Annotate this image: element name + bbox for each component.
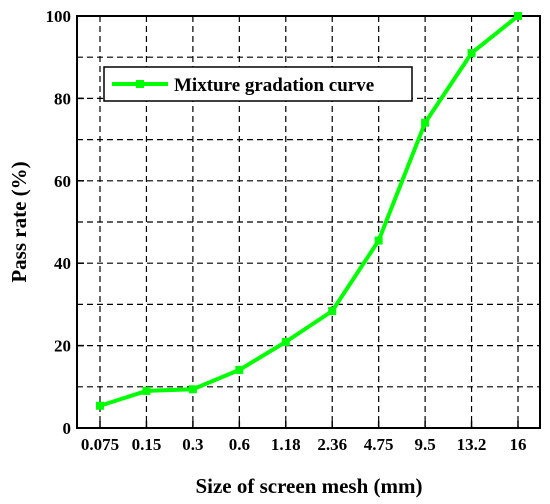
data-point bbox=[188, 385, 197, 394]
data-point bbox=[514, 12, 522, 20]
series-line bbox=[99, 14, 520, 408]
plot-frame bbox=[76, 15, 541, 429]
x-tick-label: 4.75 bbox=[364, 435, 394, 454]
y-axis-title: Pass rate (%) bbox=[7, 161, 31, 282]
data-point bbox=[328, 306, 337, 315]
y-tick-label: 40 bbox=[54, 254, 71, 273]
x-tick-label: 16 bbox=[510, 435, 527, 454]
x-tick-label: 13.2 bbox=[457, 435, 487, 454]
x-tick-label: 0.15 bbox=[132, 435, 162, 454]
series-layer bbox=[96, 12, 522, 410]
x-tick-label: 2.36 bbox=[317, 435, 347, 454]
data-point bbox=[235, 365, 244, 374]
legend: Mixture gradation curve bbox=[103, 66, 413, 102]
y-tick-label: 100 bbox=[46, 7, 72, 26]
x-tick-label: 1.18 bbox=[271, 435, 301, 454]
data-point bbox=[96, 401, 104, 410]
x-tick-label: 0.6 bbox=[229, 435, 250, 454]
x-axis-title: Size of screen mesh (mm) bbox=[195, 474, 422, 498]
y-tick-label: 80 bbox=[54, 89, 71, 108]
data-point bbox=[374, 236, 383, 245]
y-axis-ticks: 0 20 40 60 80 100 bbox=[46, 7, 84, 438]
x-tick-label: 0.075 bbox=[81, 435, 119, 454]
y-tick-label: 60 bbox=[54, 172, 71, 191]
data-point bbox=[467, 49, 476, 58]
legend-label: Mixture gradation curve bbox=[174, 75, 374, 96]
data-point bbox=[142, 386, 151, 395]
x-tick-label: 9.5 bbox=[414, 435, 435, 454]
legend-swatch-marker bbox=[136, 80, 144, 88]
x-axis-ticks: 0.075 0.15 0.3 0.6 1.18 2.36 4.75 9.5 13.2 16 bbox=[81, 421, 527, 454]
y-tick-label: 20 bbox=[54, 337, 71, 356]
x-tick-label: 0.3 bbox=[182, 435, 203, 454]
y-tick-label: 0 bbox=[63, 419, 72, 438]
grid bbox=[77, 16, 540, 428]
data-point bbox=[281, 337, 290, 346]
data-point bbox=[421, 118, 430, 127]
